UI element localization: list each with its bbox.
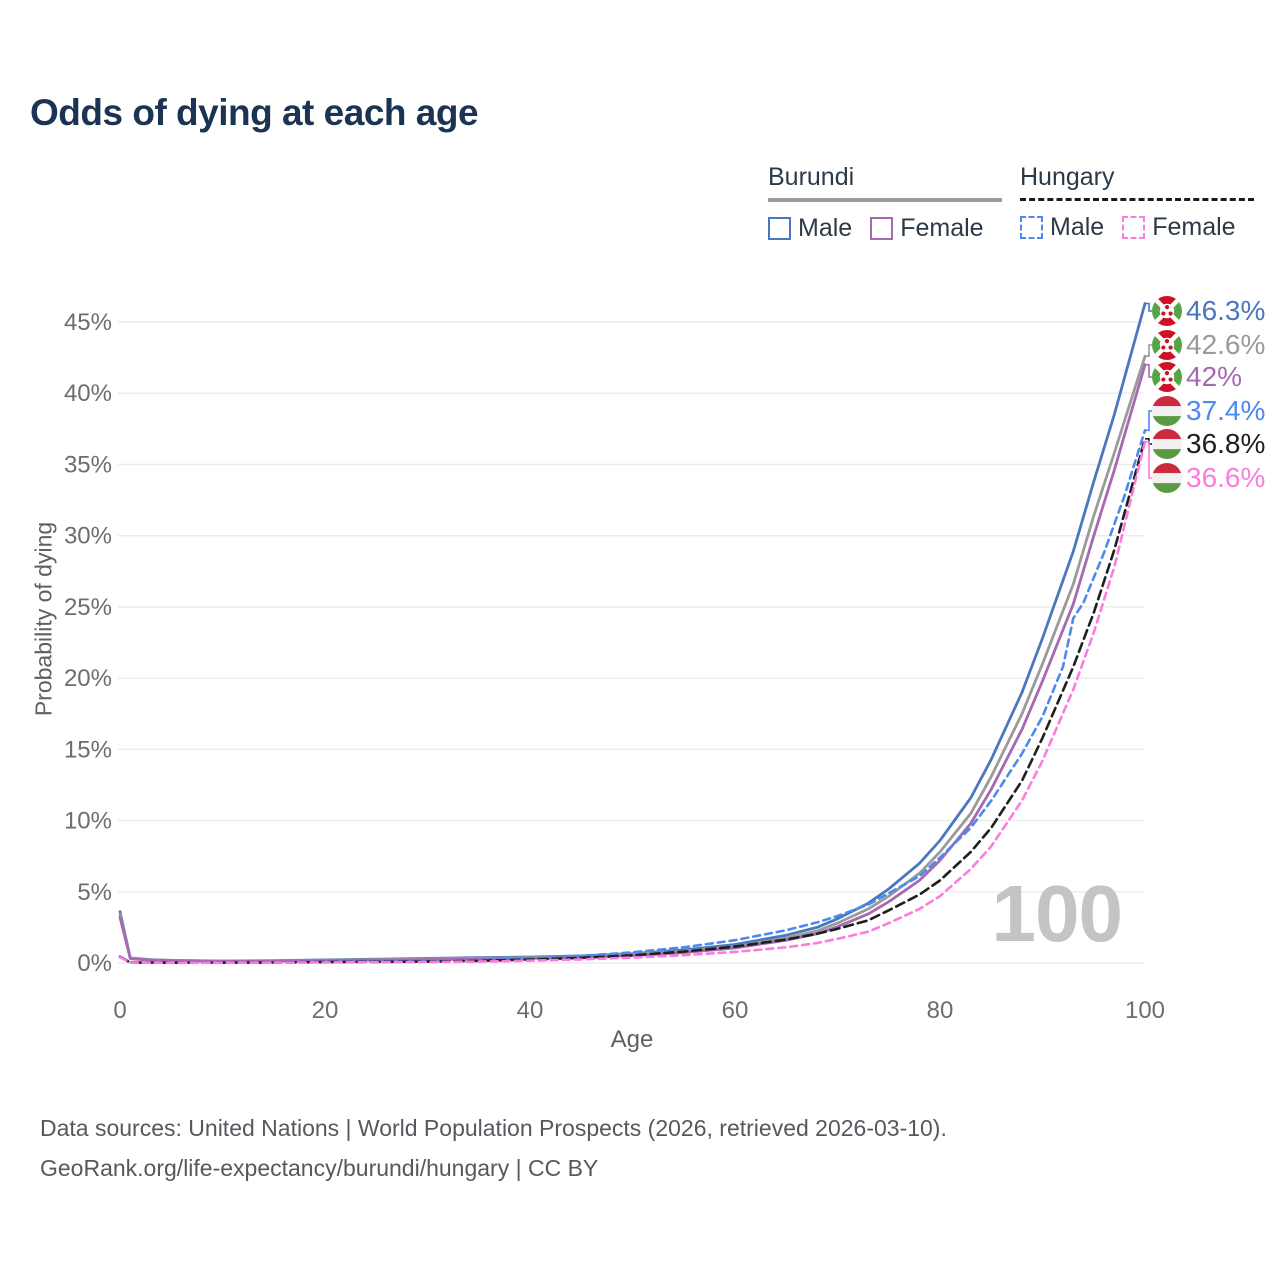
legend-label-burundi-male: Male (798, 214, 853, 242)
legend-item-burundi-female[interactable]: Female (870, 214, 984, 243)
footer: Data sources: United Nations | World Pop… (40, 1108, 947, 1189)
y-tick-label-10: 10% (64, 808, 112, 835)
y-tick-label-45: 45% (64, 309, 112, 336)
x-tick-label-40: 40 (517, 997, 544, 1024)
y-tick-label-40: 40% (64, 380, 112, 407)
x-tick-label-0: 0 (113, 997, 126, 1024)
legend-swatch-hungary-female (1122, 216, 1146, 239)
series-line-hungary-female (118, 440, 1147, 965)
y-tick-label-20: 20% (64, 665, 112, 692)
legend-item-hungary-female[interactable]: Female (1122, 213, 1236, 242)
end-value-label-burundi-female: 42% (1186, 361, 1242, 392)
legend-group-burundi: Burundi Male Female (768, 163, 1002, 243)
x-tick-label-80: 80 (927, 997, 954, 1024)
x-tick-label-60: 60 (722, 997, 749, 1024)
x-tick-label-100: 100 (1125, 997, 1165, 1024)
y-tick-label-5: 5% (77, 879, 112, 906)
flag-icon-burundi (1152, 330, 1182, 360)
end-value-label-burundi-both: 42.6% (1186, 329, 1265, 360)
y-tick-label-15: 15% (64, 736, 112, 763)
flag-icon-hungary (1152, 463, 1182, 493)
end-value-label-hungary-both: 36.8% (1186, 428, 1265, 459)
end-label-connector (1145, 302, 1152, 312)
legend-label-burundi-female: Female (900, 214, 984, 242)
x-tick-label-20: 20 (312, 997, 339, 1024)
series-line-burundi-male (118, 302, 1147, 963)
legend-group-hungary: Hungary Male Female (1020, 163, 1254, 242)
legend-item-burundi-male[interactable]: Male (768, 214, 852, 243)
legend-swatch-burundi-female (870, 217, 894, 240)
series-line-hungary-both (118, 437, 1147, 965)
legend-label-hungary-male: Male (1050, 213, 1105, 241)
end-label-connector (1145, 344, 1152, 357)
y-tick-label-0: 0% (77, 950, 112, 977)
legend-swatch-hungary-male (1020, 216, 1043, 239)
end-label-connector (1145, 410, 1152, 432)
y-tick-label-25: 25% (64, 594, 112, 621)
end-label-connector (1145, 363, 1152, 378)
y-tick-label-30: 30% (64, 523, 112, 550)
legend-swatch-burundi-male (768, 217, 791, 240)
x-axis-title: Age (610, 1026, 654, 1053)
legend-underline-dashed (1020, 198, 1254, 201)
watermark-age-100: 100 (991, 869, 1123, 958)
legend-item-hungary-male[interactable]: Male (1020, 213, 1104, 242)
legend-label-hungary-female: Female (1152, 213, 1236, 241)
flag-icon-hungary (1152, 396, 1182, 426)
end-value-label-hungary-male: 37.4% (1186, 395, 1265, 426)
end-value-label-burundi-male: 46.3% (1186, 295, 1265, 326)
series-line-burundi-female (118, 363, 1147, 963)
end-label-connector (1145, 440, 1152, 479)
flag-icon-burundi (1152, 362, 1182, 392)
data-source-line: Data sources: United Nations | World Pop… (40, 1115, 947, 1141)
chart-title: Odds of dying at each age (30, 92, 479, 133)
y-axis-title: Probability of dying (30, 521, 57, 717)
y-tick-label-35: 35% (64, 451, 112, 478)
end-value-label-hungary-female: 36.6% (1186, 462, 1265, 493)
legend-underline-solid (768, 198, 1002, 202)
legend-country-hungary: Hungary (1020, 163, 1115, 191)
legend-country-burundi: Burundi (768, 163, 855, 191)
flag-icon-burundi (1152, 296, 1182, 326)
flag-icon-hungary (1152, 429, 1182, 459)
attribution-line: GeoRank.org/life-expectancy/burundi/hung… (40, 1155, 599, 1182)
